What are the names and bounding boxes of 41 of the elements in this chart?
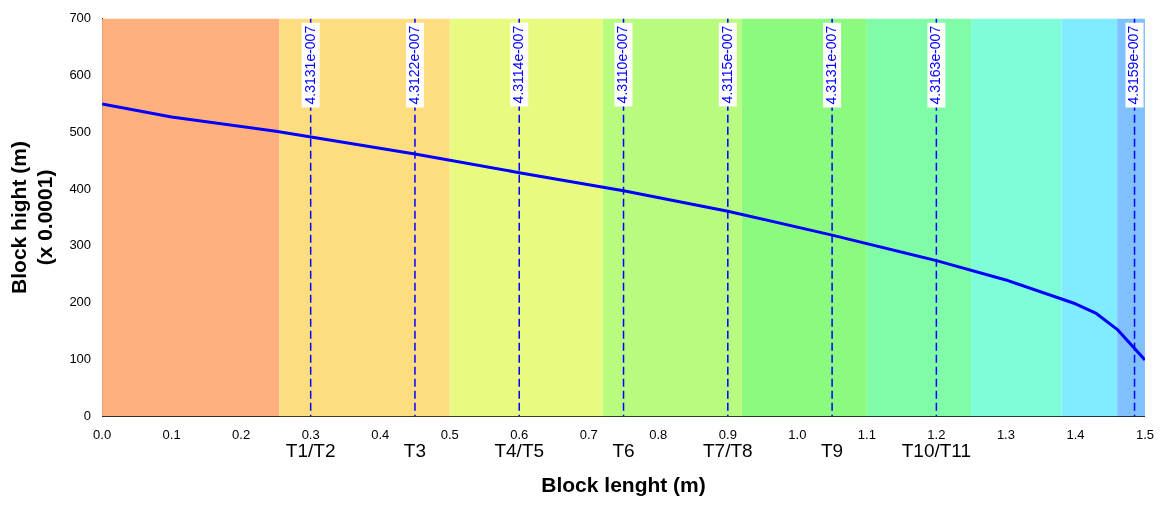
x-tick-label: 1.3 bbox=[996, 426, 1015, 442]
x-tick-label: 0.2 bbox=[232, 426, 251, 442]
x-tick-label: 0.8 bbox=[649, 426, 668, 442]
text: T1/T2 bbox=[285, 439, 336, 461]
ref-line-label: 4.3114e-007 bbox=[510, 25, 527, 104]
text: T10/T11 bbox=[901, 439, 972, 461]
x-tick-label: 1.5 bbox=[1135, 426, 1154, 442]
y-tick-label: 600 bbox=[69, 67, 92, 83]
x-tick-label: 1.0 bbox=[788, 426, 807, 442]
x-tick-label: 0.7 bbox=[579, 426, 598, 442]
ref-line-label: 4.3115e-007 bbox=[718, 25, 735, 104]
x-tick-label: 0.3 bbox=[301, 426, 320, 442]
y-axis-title: Block hight (m) (x 0.0001) bbox=[7, 141, 56, 294]
text: T3 bbox=[403, 439, 427, 461]
x-tick-label: 0.4 bbox=[371, 426, 390, 442]
x-tick-label: 0.6 bbox=[510, 426, 529, 442]
y-tick-label: 100 bbox=[69, 351, 92, 367]
text: T6 bbox=[612, 439, 635, 461]
ref-line-label: 4.3122e-007 bbox=[405, 25, 422, 105]
y-tick-label: 300 bbox=[69, 237, 92, 253]
ref-line-label: 4.3131e-007 bbox=[301, 25, 318, 105]
y-tick-label: 700 bbox=[69, 10, 92, 26]
x-axis-title: Block lenght (m) bbox=[541, 473, 706, 497]
y-tick-label: 200 bbox=[69, 294, 92, 310]
y-tick-label: 0 bbox=[83, 407, 92, 423]
ref-line-label: 4.3159e-007 bbox=[1125, 25, 1142, 105]
text: T7/T8 bbox=[703, 439, 753, 461]
x-tick-label: 0.9 bbox=[718, 426, 737, 442]
x-tick-label: 1.4 bbox=[1066, 426, 1085, 442]
y-tick-label: 400 bbox=[69, 180, 92, 196]
x-tick-label: 0.0 bbox=[93, 426, 112, 442]
x-tick-label: 0.1 bbox=[162, 426, 181, 442]
x-tick-label: 1.2 bbox=[927, 426, 946, 442]
text: T9 bbox=[821, 439, 844, 461]
ref-line-label: 4.3110e-007 bbox=[614, 25, 631, 104]
ref-line-label: 4.3131e-007 bbox=[822, 25, 839, 105]
y-tick-label: 500 bbox=[69, 123, 92, 139]
x-tick-label: 0.5 bbox=[440, 426, 459, 442]
ref-line-label: 4.3163e-007 bbox=[927, 25, 944, 105]
x-tick-label: 1.1 bbox=[857, 426, 876, 442]
text: T4/T5 bbox=[494, 439, 545, 461]
